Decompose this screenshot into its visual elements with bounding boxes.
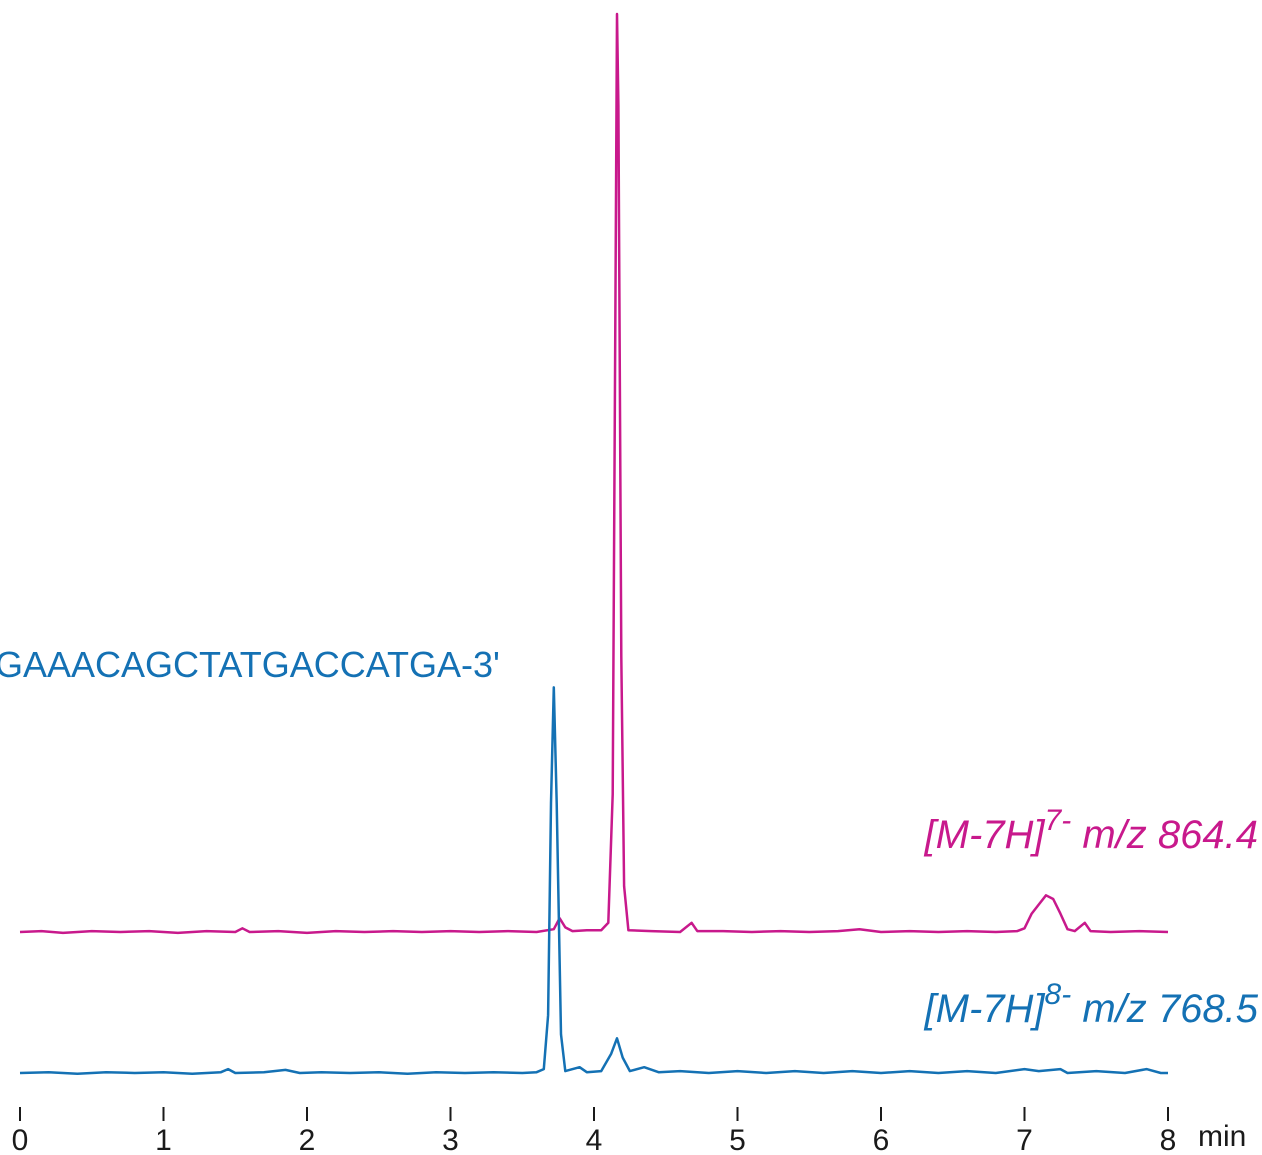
series-label-charge: 7- <box>1045 804 1072 837</box>
x-tick-label-6: 6 <box>873 1124 890 1155</box>
x-tick-label-4: 4 <box>586 1124 603 1155</box>
sequence-annotation: GAAACAGCTATGACCATGA-3' <box>0 644 500 685</box>
x-tick-label-2: 2 <box>299 1124 316 1155</box>
x-axis: 0 1 2 3 4 5 6 7 8 <box>12 1107 1177 1155</box>
x-tick-label-1: 1 <box>155 1124 172 1155</box>
x-tick-label-8: 8 <box>1160 1124 1177 1155</box>
x-tick-label-3: 3 <box>442 1124 459 1155</box>
series-label-2: [M-7H]8- m/z 768.5 <box>924 978 1259 1031</box>
series-label-main: [M-7H] <box>924 987 1046 1031</box>
series-label-mz: m/z 768.5 <box>1071 987 1259 1031</box>
x-tick-label-7: 7 <box>1016 1124 1033 1155</box>
x-tick-label-5: 5 <box>729 1124 746 1155</box>
labels: GAAACAGCTATGACCATGA-3' min [M-7H]7- m/z … <box>0 644 1259 1153</box>
series-label-mz: m/z 864.4 <box>1071 813 1258 857</box>
x-tick-label-0: 0 <box>12 1124 29 1155</box>
series-line-2 <box>19 686 1168 1076</box>
series-label-main: [M-7H] <box>924 813 1046 857</box>
series-line-1 <box>19 12 1169 935</box>
series-label-charge: 8- <box>1045 978 1072 1011</box>
series-label-1: [M-7H]7- m/z 864.4 <box>924 804 1258 857</box>
traces <box>19 12 1169 1076</box>
x-axis-unit: min <box>1198 1120 1246 1153</box>
